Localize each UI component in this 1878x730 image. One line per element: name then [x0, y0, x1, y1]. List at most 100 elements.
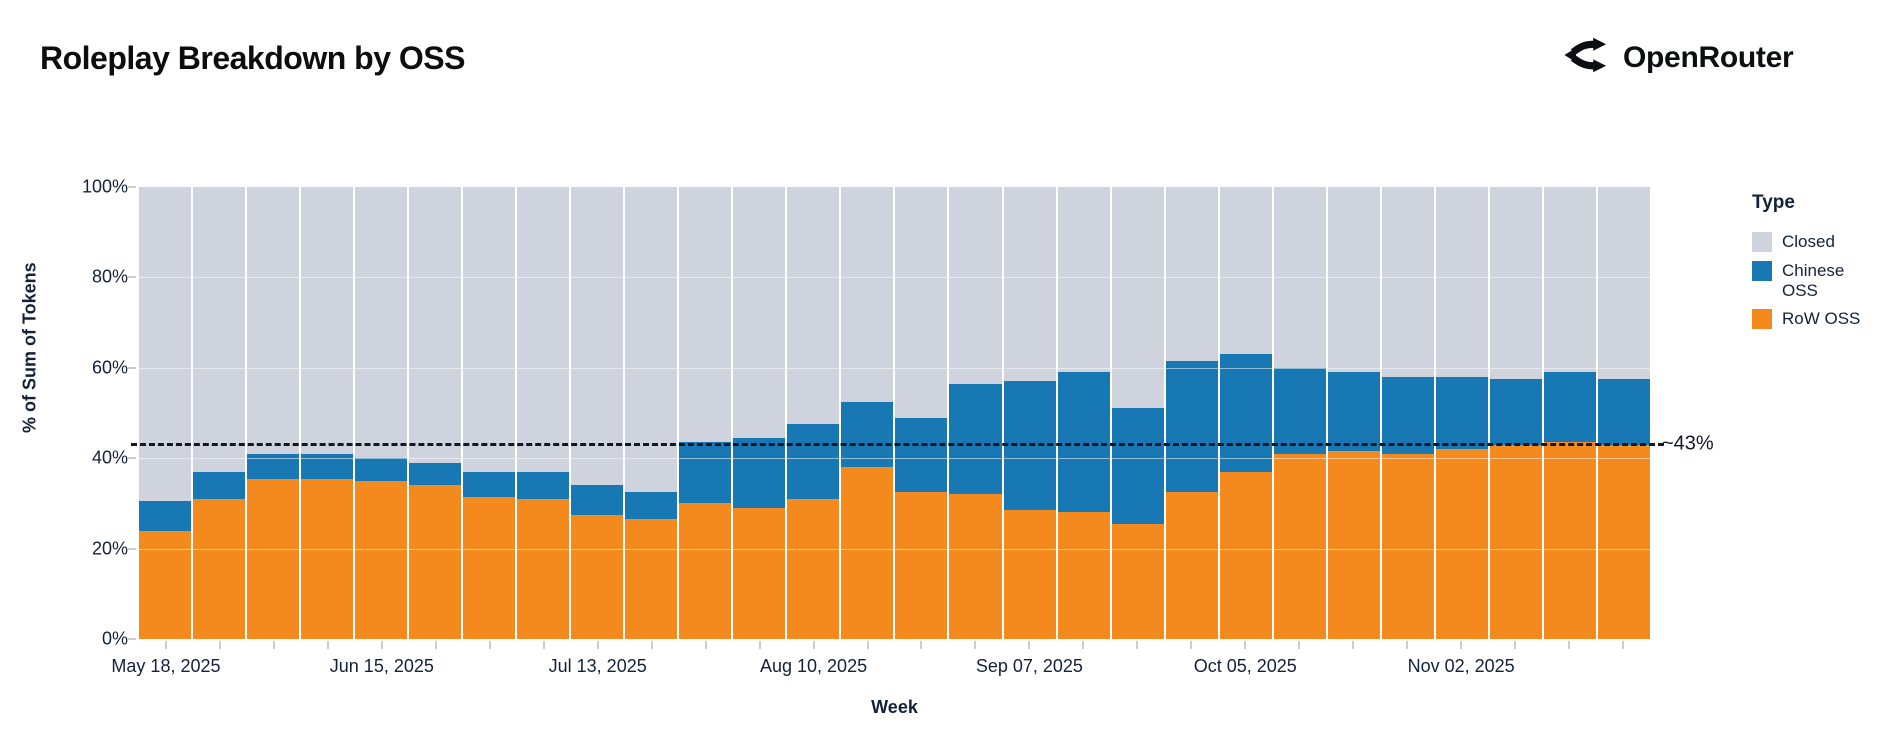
closed-segment[interactable] — [139, 187, 192, 502]
bar-week-jun-01-2025[interactable] — [247, 187, 300, 639]
chinese-oss-segment[interactable] — [949, 383, 1002, 495]
closed-segment[interactable] — [1381, 187, 1434, 377]
row-oss-segment[interactable] — [247, 478, 300, 639]
legend-item-row-oss[interactable]: RoW OSS — [1752, 309, 1872, 330]
closed-segment[interactable] — [1057, 187, 1110, 373]
chinese-oss-segment[interactable] — [625, 492, 678, 520]
closed-segment[interactable] — [625, 187, 678, 493]
closed-segment[interactable] — [679, 187, 732, 443]
closed-segment[interactable] — [1543, 187, 1596, 373]
closed-segment[interactable] — [949, 187, 1002, 384]
bar-week-aug-10-2025[interactable] — [787, 187, 840, 639]
bar-week-oct-12-2025[interactable] — [1273, 187, 1326, 639]
row-oss-segment[interactable] — [1435, 449, 1488, 639]
row-oss-segment[interactable] — [571, 514, 624, 639]
bar-week-oct-05-2025[interactable] — [1219, 187, 1272, 639]
bar-week-oct-19-2025[interactable] — [1327, 187, 1380, 639]
row-oss-segment[interactable] — [679, 503, 732, 639]
closed-segment[interactable] — [463, 187, 516, 472]
row-oss-segment[interactable] — [1273, 453, 1326, 639]
bar-week-nov-09-2025[interactable] — [1489, 187, 1542, 639]
bar-week-oct-26-2025[interactable] — [1381, 187, 1434, 639]
row-oss-segment[interactable] — [787, 498, 840, 639]
closed-segment[interactable] — [247, 187, 300, 454]
closed-segment[interactable] — [517, 187, 570, 472]
chinese-oss-segment[interactable] — [247, 453, 300, 479]
chinese-oss-segment[interactable] — [1327, 372, 1380, 452]
row-oss-segment[interactable] — [733, 507, 786, 639]
chinese-oss-segment[interactable] — [301, 453, 354, 479]
closed-segment[interactable] — [1597, 187, 1650, 380]
bar-week-nov-16-2025[interactable] — [1543, 187, 1596, 639]
closed-segment[interactable] — [355, 187, 408, 459]
row-oss-segment[interactable] — [1165, 492, 1218, 639]
chinese-oss-segment[interactable] — [1489, 379, 1542, 445]
legend-item-chinese-oss[interactable]: Chinese OSS — [1752, 261, 1872, 300]
row-oss-segment[interactable] — [1219, 471, 1272, 639]
chinese-oss-segment[interactable] — [1219, 354, 1272, 472]
bar-week-jun-15-2025[interactable] — [355, 187, 408, 639]
bar-week-sep-28-2025[interactable] — [1165, 187, 1218, 639]
chinese-oss-segment[interactable] — [733, 437, 786, 508]
row-oss-segment[interactable] — [1597, 444, 1650, 639]
bar-week-aug-03-2025[interactable] — [733, 187, 786, 639]
row-oss-segment[interactable] — [517, 498, 570, 639]
bar-week-jul-06-2025[interactable] — [517, 187, 570, 639]
chinese-oss-segment[interactable] — [517, 471, 570, 499]
chinese-oss-segment[interactable] — [1057, 372, 1110, 513]
bar-week-sep-07-2025[interactable] — [1003, 187, 1056, 639]
chinese-oss-segment[interactable] — [1165, 361, 1218, 493]
closed-segment[interactable] — [1273, 187, 1326, 368]
closed-segment[interactable] — [193, 187, 246, 472]
bar-week-jun-22-2025[interactable] — [409, 187, 462, 639]
bar-week-jul-27-2025[interactable] — [679, 187, 732, 639]
row-oss-segment[interactable] — [1489, 444, 1542, 639]
row-oss-segment[interactable] — [139, 530, 192, 639]
row-oss-segment[interactable] — [949, 494, 1002, 639]
chinese-oss-segment[interactable] — [409, 462, 462, 486]
bar-week-sep-14-2025[interactable] — [1057, 187, 1110, 639]
closed-segment[interactable] — [1165, 187, 1218, 362]
row-oss-segment[interactable] — [841, 467, 894, 639]
chinese-oss-segment[interactable] — [571, 485, 624, 515]
row-oss-segment[interactable] — [1003, 510, 1056, 639]
closed-segment[interactable] — [841, 187, 894, 402]
row-oss-segment[interactable] — [1111, 523, 1164, 639]
closed-segment[interactable] — [571, 187, 624, 486]
chinese-oss-segment[interactable] — [1381, 376, 1434, 454]
bar-week-may-18-2025[interactable] — [139, 187, 192, 639]
closed-segment[interactable] — [895, 187, 948, 418]
closed-segment[interactable] — [409, 187, 462, 463]
closed-segment[interactable] — [787, 187, 840, 425]
chinese-oss-segment[interactable] — [1003, 381, 1056, 511]
closed-segment[interactable] — [301, 187, 354, 454]
bar-week-jun-29-2025[interactable] — [463, 187, 516, 639]
chinese-oss-segment[interactable] — [1273, 367, 1326, 454]
bar-week-jul-13-2025[interactable] — [571, 187, 624, 639]
chinese-oss-segment[interactable] — [895, 417, 948, 493]
chinese-oss-segment[interactable] — [193, 471, 246, 499]
chinese-oss-segment[interactable] — [1597, 379, 1650, 445]
closed-segment[interactable] — [1327, 187, 1380, 373]
closed-segment[interactable] — [1489, 187, 1542, 380]
closed-segment[interactable] — [733, 187, 786, 438]
chinese-oss-segment[interactable] — [355, 458, 408, 481]
chinese-oss-segment[interactable] — [841, 401, 894, 468]
bar-week-may-25-2025[interactable] — [193, 187, 246, 639]
row-oss-segment[interactable] — [193, 498, 246, 639]
chinese-oss-segment[interactable] — [679, 442, 732, 504]
bar-week-aug-17-2025[interactable] — [841, 187, 894, 639]
row-oss-segment[interactable] — [1381, 453, 1434, 639]
closed-segment[interactable] — [1003, 187, 1056, 382]
bar-week-jul-20-2025[interactable] — [625, 187, 678, 639]
legend-item-closed[interactable]: Closed — [1752, 232, 1872, 252]
closed-segment[interactable] — [1435, 187, 1488, 377]
closed-segment[interactable] — [1111, 187, 1164, 409]
row-oss-segment[interactable] — [895, 492, 948, 639]
row-oss-segment[interactable] — [1327, 451, 1380, 639]
chinese-oss-segment[interactable] — [463, 471, 516, 497]
row-oss-segment[interactable] — [463, 496, 516, 639]
row-oss-segment[interactable] — [409, 485, 462, 639]
row-oss-segment[interactable] — [301, 478, 354, 639]
chinese-oss-segment[interactable] — [1543, 372, 1596, 443]
